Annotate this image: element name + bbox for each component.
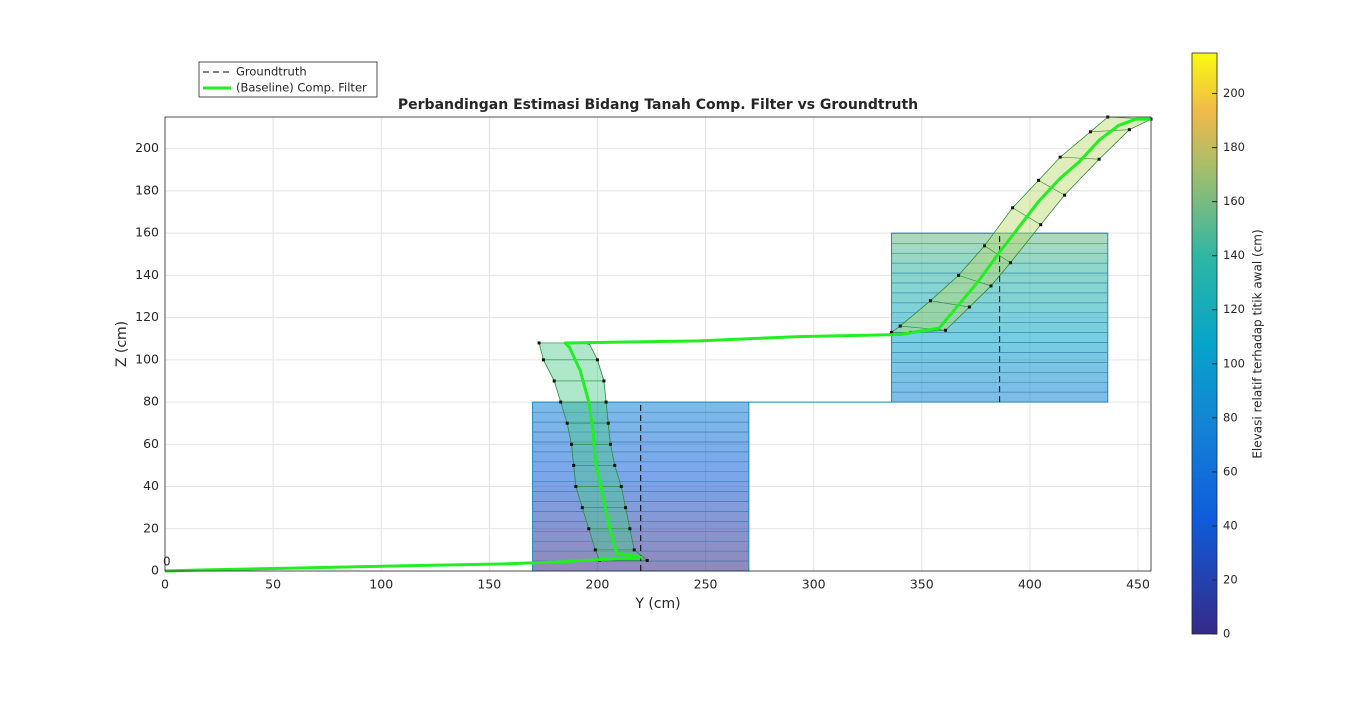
- y-tick-label: 80: [143, 394, 159, 409]
- y-tick-label: 140: [135, 267, 159, 282]
- colorbar-tick-label: 100: [1223, 356, 1245, 370]
- ribbon-point: [957, 274, 960, 277]
- colorbar-tick-label: 80: [1223, 410, 1238, 424]
- ribbon-point: [574, 485, 577, 488]
- ribbon-point: [538, 341, 541, 344]
- y-tick-label: 60: [143, 436, 159, 451]
- ribbon-point: [1063, 194, 1066, 197]
- x-tick-label: 350: [910, 577, 934, 592]
- y-tick-label: 100: [135, 351, 159, 366]
- colorbar-tick-label: 200: [1223, 86, 1245, 100]
- ribbon-point: [624, 506, 627, 509]
- ribbon-point: [594, 548, 597, 551]
- ribbon-point: [968, 306, 971, 309]
- x-tick-label: 450: [1126, 577, 1150, 592]
- ribbon-point: [570, 443, 573, 446]
- ribbon-point: [587, 527, 590, 530]
- y-tick-label: 40: [143, 478, 159, 493]
- ribbon-point: [633, 548, 636, 551]
- ribbon-point: [572, 464, 575, 467]
- y-tick-label: 0: [151, 563, 159, 578]
- ribbon-point: [607, 422, 610, 425]
- y-tick-label: 180: [135, 182, 159, 197]
- ribbon-point: [613, 464, 616, 467]
- legend-label: Groundtruth: [236, 65, 307, 79]
- ribbon-point: [1128, 128, 1131, 131]
- x-tick-label: 400: [1018, 577, 1042, 592]
- ribbon-point: [1009, 261, 1012, 264]
- x-axis-label: Y (cm): [634, 596, 680, 612]
- ribbon-point: [581, 506, 584, 509]
- x-tick-label: 50: [265, 577, 281, 592]
- y-tick-label: 160: [135, 225, 159, 240]
- ribbon-point: [609, 443, 612, 446]
- legend-label: (Baseline) Comp. Filter: [236, 81, 367, 95]
- x-tick-label: 0: [161, 577, 169, 592]
- y-tick-label: 200: [135, 140, 159, 155]
- ribbon-point: [566, 422, 569, 425]
- ribbon-point: [1089, 130, 1092, 133]
- ribbon-point: [989, 284, 992, 287]
- ribbon-point: [553, 379, 556, 382]
- ribbon-point: [602, 379, 605, 382]
- colorbar-tick-label: 40: [1223, 518, 1238, 532]
- ribbon-point: [620, 485, 623, 488]
- ribbon-point: [542, 358, 545, 361]
- ribbon-point: [1059, 156, 1062, 159]
- annotation: 0: [163, 555, 171, 569]
- chart-title: Perbandingan Estimasi Bidang Tanah Comp.…: [398, 97, 918, 113]
- ribbon-point: [983, 244, 986, 247]
- colorbar-label: Elevasi relatif terhadap titik awal (cm): [1251, 229, 1265, 458]
- colorbar-tick-label: 140: [1223, 248, 1245, 262]
- ribbon-point: [646, 559, 649, 562]
- y-tick-label: 20: [143, 520, 159, 535]
- colorbar-tick-label: 120: [1223, 302, 1245, 316]
- ribbon-point: [1098, 158, 1101, 161]
- ribbon-point: [1039, 223, 1042, 226]
- ribbon-point: [559, 401, 562, 404]
- ribbon-point: [899, 325, 902, 328]
- ribbon-point: [605, 401, 608, 404]
- x-tick-label: 150: [477, 577, 501, 592]
- colorbar-tick-label: 180: [1223, 140, 1245, 154]
- ribbon-point: [944, 329, 947, 332]
- x-tick-label: 300: [802, 577, 826, 592]
- colorbar-tick-label: 0: [1223, 627, 1230, 641]
- x-tick-label: 250: [694, 577, 718, 592]
- ribbon-point: [1037, 179, 1040, 182]
- y-axis-label: Z (cm): [114, 321, 130, 367]
- ribbon-point: [1011, 206, 1014, 209]
- x-tick-label: 200: [586, 577, 610, 592]
- y-tick-label: 120: [135, 309, 159, 324]
- ribbon-point: [929, 299, 932, 302]
- colorbar: [1192, 53, 1217, 634]
- x-tick-label: 100: [369, 577, 393, 592]
- colorbar-tick-label: 160: [1223, 194, 1245, 208]
- colorbar-tick-label: 20: [1223, 572, 1238, 586]
- ribbon-point: [628, 527, 631, 530]
- colorbar-tick-label: 60: [1223, 464, 1238, 478]
- ribbon-point: [596, 358, 599, 361]
